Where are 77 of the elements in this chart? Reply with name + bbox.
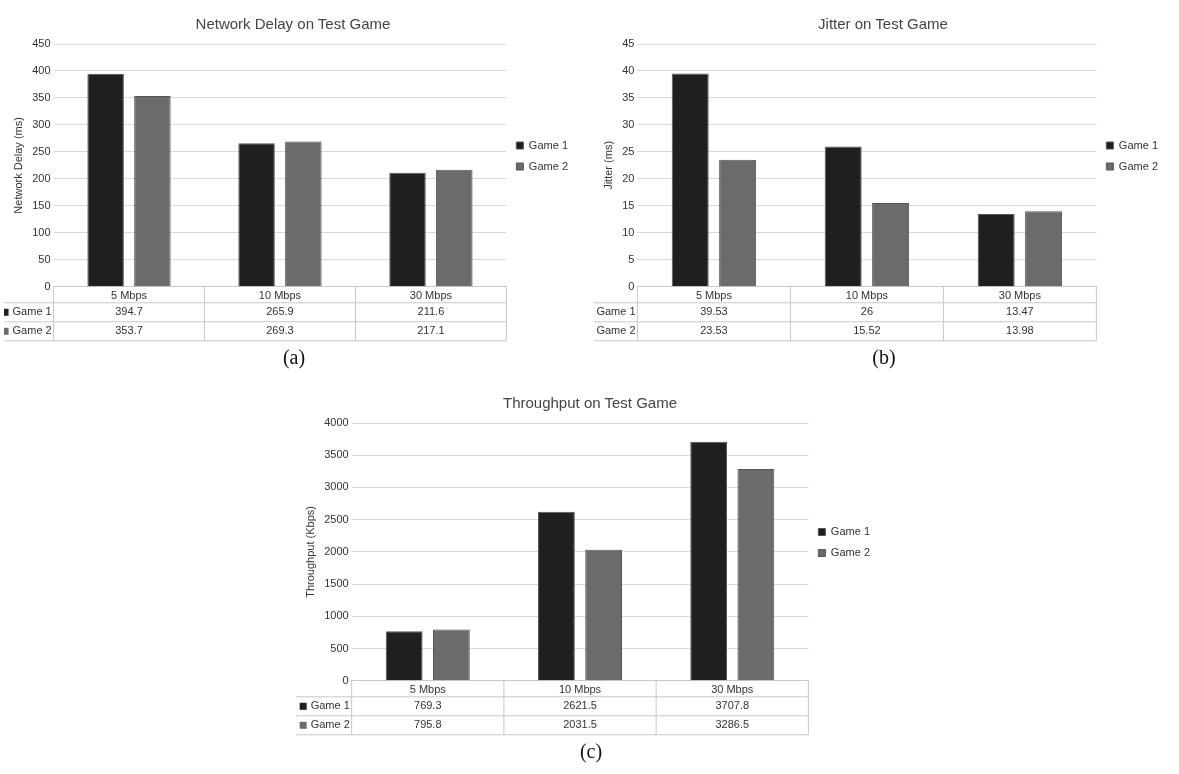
x-tick-label: 30 Mbps (998, 289, 1042, 302)
y-tick-label: 15 (622, 198, 635, 211)
data-label: 26 (860, 305, 874, 318)
data-label: 769.3 (414, 699, 442, 712)
y-tick-label: 450 (32, 37, 51, 50)
y-tick-label: 250 (32, 144, 51, 157)
y-tick-label: 0 (342, 673, 349, 686)
y-tick-label: 0 (44, 279, 51, 292)
data-label: 2621.5 (563, 699, 597, 712)
legend-label: Game 1 (310, 699, 350, 712)
x-tick-label: 10 Mbps (258, 289, 302, 302)
data-label: 3286.5 (715, 718, 750, 731)
y-axis-title: Throughput (Kbps) (303, 506, 316, 598)
data-label: 15.52 (853, 324, 881, 337)
x-tick-label: 5 Mbps (695, 289, 733, 302)
x-tick-label: 30 Mbps (711, 683, 754, 696)
legend-label: Game 2 (830, 546, 871, 559)
text: Game 1 (596, 305, 636, 318)
y-tick-label: 500 (330, 641, 349, 654)
y-tick-label: 100 (32, 225, 51, 238)
legend-label: Game 1 (12, 305, 52, 318)
y-tick-label: 300 (32, 117, 51, 130)
y-tick-label: 1000 (324, 609, 349, 622)
chart-title: Jitter on Test Game (818, 15, 948, 33)
y-tick-label: 1500 (324, 577, 349, 590)
text: (a) (281, 346, 307, 369)
x-tick-label: 5 Mbps (409, 683, 447, 696)
y-tick-label: 2500 (324, 512, 349, 525)
text: Game 2 (310, 718, 350, 731)
text: Game 1 (528, 138, 569, 151)
data-label: 269.3 (266, 324, 294, 337)
data-label: 265.9 (266, 305, 294, 318)
y-tick-label: 3000 (324, 480, 349, 493)
y-tick-label: 5 (628, 252, 635, 265)
x-tick-label: 10 Mbps (845, 289, 889, 302)
y-tick-label: 40 (622, 64, 635, 77)
text: (c) (578, 740, 604, 763)
chart-title: Network Delay on Test Game (195, 15, 391, 33)
legend-label: Game 2 (1118, 159, 1159, 172)
y-tick-label: 400 (32, 64, 51, 77)
text: (b) (871, 346, 897, 369)
chart-title: Throughput on Test Game (503, 394, 677, 412)
y-tick-label: 200 (32, 171, 51, 184)
data-label: 217.1 (417, 324, 445, 337)
y-tick-label: 2000 (324, 544, 349, 557)
data-label: 39.53 (700, 305, 728, 318)
data-label: 23.53 (700, 324, 728, 337)
y-tick-label: 4000 (324, 416, 349, 429)
y-tick-label: 150 (32, 198, 51, 211)
data-label: 3707.8 (715, 699, 750, 712)
text: Game 2 (12, 324, 52, 337)
y-tick-label: 350 (32, 90, 51, 103)
data-label: 353.7 (115, 324, 143, 337)
x-tick-label: 10 Mbps (558, 683, 602, 696)
y-tick-label: 35 (622, 90, 635, 103)
data-label: 211.6 (417, 305, 445, 318)
data-label: 2031.5 (563, 718, 597, 731)
x-tick-label: 5 Mbps (110, 289, 148, 302)
text: Game 2 (596, 324, 636, 337)
y-tick-label: 10 (622, 225, 635, 238)
data-label: 394.7 (115, 305, 143, 318)
y-tick-label: 30 (622, 117, 635, 130)
y-axis-title: Jitter (ms) (601, 140, 614, 190)
x-tick-label: 30 Mbps (409, 289, 453, 302)
y-tick-label: 0 (628, 279, 635, 292)
data-label: 13.47 (1006, 305, 1034, 318)
y-tick-label: 45 (622, 37, 635, 50)
legend-label: Game 2 (528, 159, 569, 172)
data-label: 795.8 (414, 718, 442, 731)
y-tick-label: 3500 (324, 448, 349, 461)
y-tick-label: 20 (622, 171, 635, 184)
y-tick-label: 50 (38, 252, 51, 265)
data-label: 13.98 (1006, 324, 1034, 337)
text: Game 1 (830, 525, 871, 538)
legend-label: Game 1 (1118, 138, 1159, 151)
y-axis-title: Network Delay (ms) (11, 117, 24, 214)
y-tick-label: 25 (622, 144, 635, 157)
